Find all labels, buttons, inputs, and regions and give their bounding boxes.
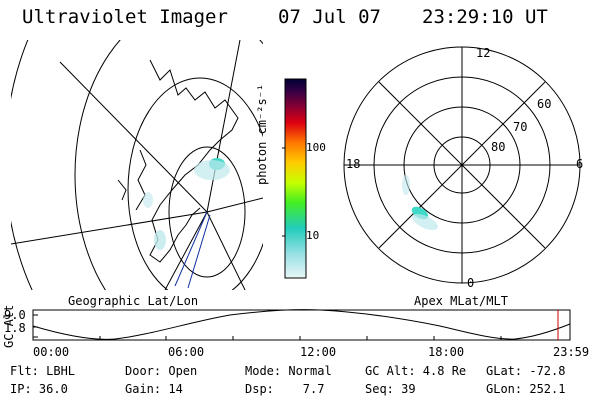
door-info: Door: Open	[125, 364, 198, 378]
mlt-6-label: 6	[576, 157, 584, 171]
gain-info: Gain: 14	[125, 382, 183, 396]
colorbar-tick-100: 100	[306, 141, 326, 154]
filter-info: Flt: LBHL	[10, 364, 76, 378]
mlat-80-label: 80	[491, 140, 506, 154]
time-tick-1800: 18:00	[428, 345, 465, 359]
colorbar-units-label: photon cm⁻²s⁻¹	[255, 83, 269, 185]
lat-ring	[168, 146, 246, 278]
mlat-60-label: 60	[537, 97, 552, 111]
coastline	[149, 59, 239, 263]
mlt-12-label: 12	[476, 46, 491, 60]
aurora-left	[143, 158, 230, 250]
aurora-right	[402, 175, 438, 231]
date-label: 07 Jul 07	[278, 6, 381, 28]
lon-line	[206, 40, 241, 213]
colorbar-tick-10: 10	[306, 229, 320, 242]
alt-tick-1-8: 1.8	[4, 321, 26, 335]
mlt-0-label: 0	[467, 276, 475, 290]
colorbar	[284, 78, 307, 279]
seq-info: Seq: 39	[365, 382, 416, 396]
lon-line	[11, 211, 208, 245]
mlt-line-diag	[378, 81, 546, 249]
coastline	[117, 179, 127, 201]
ip-info: IP: 36.0	[10, 382, 68, 396]
lon-line	[164, 211, 208, 290]
altitude-plot-frame	[32, 309, 571, 341]
alt-tick-9: 9.0	[4, 308, 26, 322]
mlt-18-label: 18	[346, 157, 361, 171]
glat-info: GLat: -72.8	[486, 364, 566, 378]
dsp-info: Dsp: 7.7	[245, 382, 325, 396]
geographic-map	[11, 40, 263, 290]
lon-line	[206, 197, 263, 213]
gc-alt-info: GC Alt: 4.8 Re	[365, 364, 467, 378]
time-tick-0600: 06:00	[168, 345, 205, 359]
apex-caption: Apex MLat/MLT	[414, 294, 508, 308]
time-label: 23:29:10 UT	[422, 6, 548, 28]
altitude-curve	[32, 309, 571, 340]
orbit-track	[174, 211, 208, 287]
lon-line	[206, 211, 246, 290]
time-tick-2359: 23:59	[553, 345, 590, 359]
geographic-caption: Geographic Lat/Lon	[68, 294, 199, 308]
glon-info: GLon: 252.1	[486, 382, 566, 396]
mode-info: Mode: Normal	[245, 364, 332, 378]
mlat-70-label: 70	[513, 120, 528, 134]
polar-plot	[343, 46, 581, 284]
orbit-track	[187, 214, 211, 289]
time-tick-0000: 00:00	[33, 345, 70, 359]
altitude-plot-ticks	[33, 314, 502, 340]
lon-line	[59, 61, 208, 213]
lat-ring	[74, 40, 263, 290]
app-title: Ultraviolet Imager	[22, 6, 228, 28]
coastline	[135, 149, 147, 211]
time-tick-1200: 12:00	[300, 345, 337, 359]
lat-ring	[127, 77, 263, 290]
